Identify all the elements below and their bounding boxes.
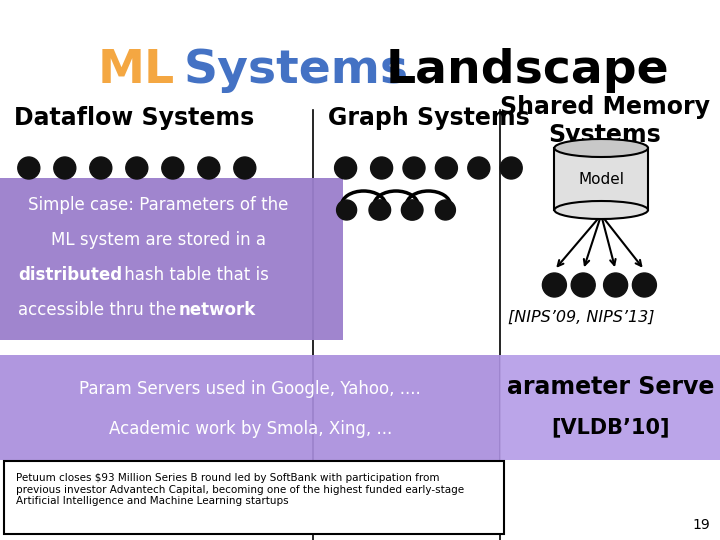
Text: Dataflow Systems: Dataflow Systems (14, 106, 255, 130)
Circle shape (632, 273, 657, 297)
Ellipse shape (554, 201, 648, 219)
Text: ML: ML (97, 48, 174, 93)
Text: Simple case: Parameters of the: Simple case: Parameters of the (28, 196, 289, 214)
Circle shape (162, 157, 184, 179)
Circle shape (335, 157, 356, 179)
Circle shape (371, 157, 392, 179)
Text: 19: 19 (692, 518, 710, 532)
Circle shape (90, 157, 112, 179)
Circle shape (337, 200, 356, 220)
Text: Model: Model (578, 172, 624, 186)
FancyBboxPatch shape (500, 355, 720, 460)
Circle shape (436, 157, 457, 179)
Text: Param Servers used in Google, Yahoo, ....: Param Servers used in Google, Yahoo, ...… (79, 380, 421, 398)
Circle shape (369, 200, 389, 220)
Ellipse shape (554, 139, 648, 157)
Circle shape (468, 157, 490, 179)
Text: arameter Serve: arameter Serve (506, 375, 714, 399)
Text: Graph Systems: Graph Systems (328, 106, 529, 130)
Text: network: network (179, 301, 256, 319)
Text: Shared Memory
Systems: Shared Memory Systems (500, 95, 710, 147)
Circle shape (571, 273, 595, 297)
Circle shape (403, 200, 423, 220)
Circle shape (402, 200, 421, 220)
Circle shape (198, 157, 220, 179)
Text: accessible thru the: accessible thru the (18, 301, 181, 319)
Circle shape (18, 157, 40, 179)
Text: Academic work by Smola, Xing, ...: Academic work by Smola, Xing, ... (109, 420, 392, 438)
Circle shape (436, 200, 455, 220)
Text: distributed: distributed (18, 266, 122, 284)
Circle shape (542, 273, 567, 297)
Text: Systems: Systems (184, 48, 409, 93)
Circle shape (403, 157, 425, 179)
Text: Petuum closes $93 Million Series B round led by SoftBank with participation from: Petuum closes $93 Million Series B round… (16, 473, 464, 506)
Circle shape (603, 273, 628, 297)
Circle shape (500, 157, 522, 179)
Circle shape (234, 157, 256, 179)
Text: hash table that is: hash table that is (119, 266, 269, 284)
Circle shape (126, 157, 148, 179)
FancyBboxPatch shape (0, 178, 343, 340)
Circle shape (54, 157, 76, 179)
Text: Landscape: Landscape (385, 48, 669, 93)
Circle shape (371, 200, 391, 220)
FancyBboxPatch shape (4, 461, 505, 534)
Text: [NIPS’09, NIPS’13]: [NIPS’09, NIPS’13] (508, 310, 655, 325)
FancyBboxPatch shape (0, 355, 500, 460)
FancyBboxPatch shape (554, 148, 648, 210)
Text: ML system are stored in a: ML system are stored in a (51, 231, 266, 249)
Text: [VLDB’10]: [VLDB’10] (551, 417, 670, 437)
